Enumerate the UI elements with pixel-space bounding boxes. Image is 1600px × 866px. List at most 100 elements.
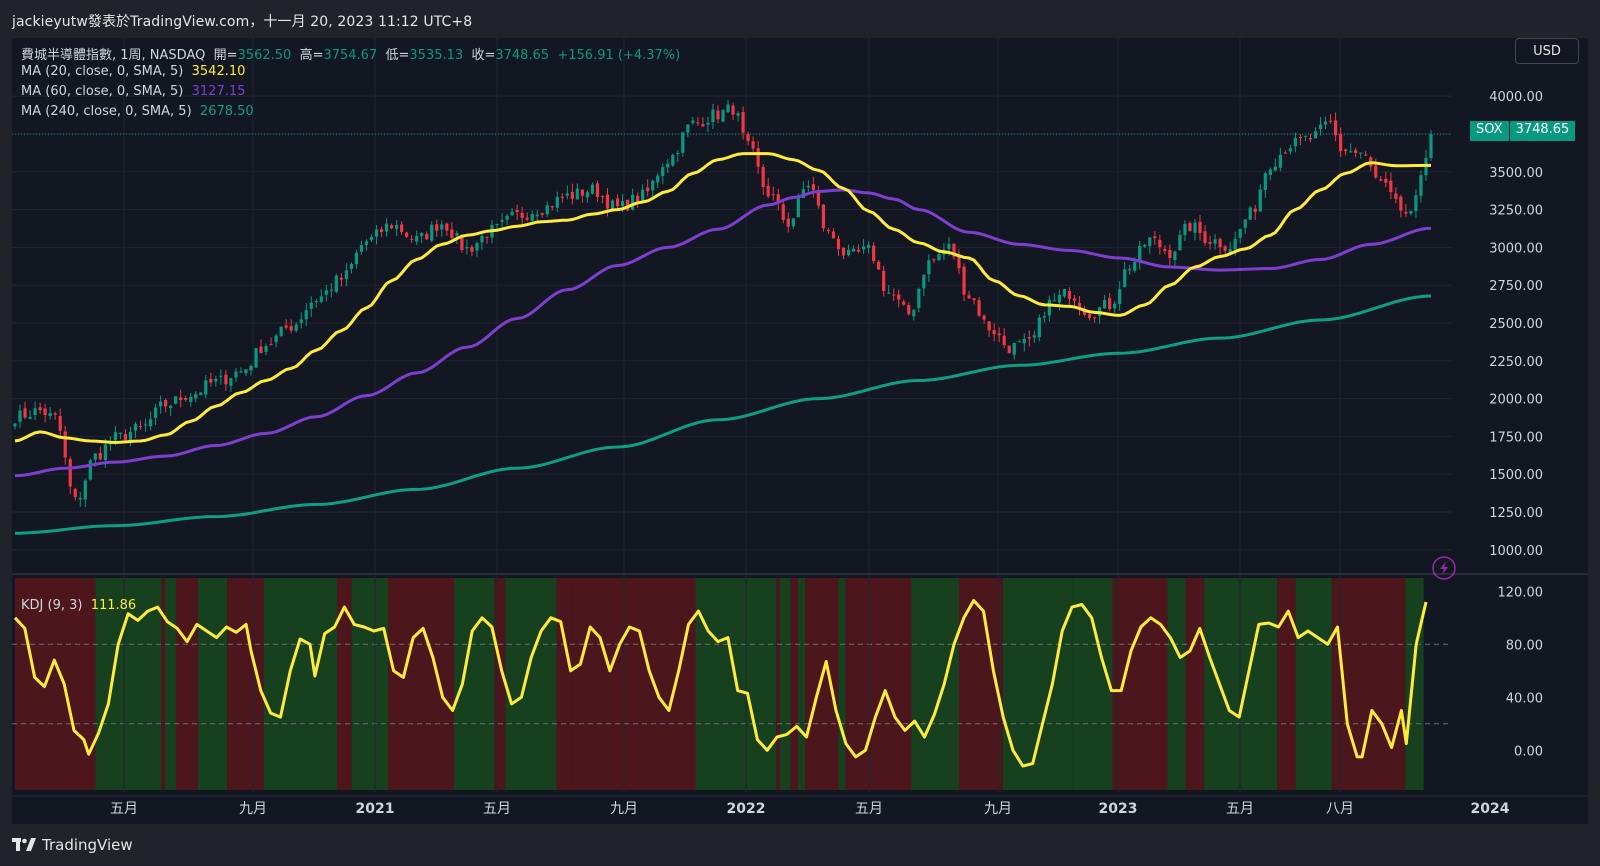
candle-body bbox=[932, 259, 936, 261]
candle-body bbox=[450, 229, 454, 238]
candle-body bbox=[962, 266, 966, 295]
kdj-region bbox=[1405, 578, 1424, 790]
kdj-region bbox=[1204, 578, 1278, 790]
candle-body bbox=[545, 205, 549, 215]
candle-body bbox=[98, 452, 102, 460]
candle-body bbox=[1193, 222, 1197, 233]
candle-body bbox=[1178, 234, 1182, 251]
candle-body bbox=[1288, 148, 1293, 152]
kdj-region bbox=[1277, 578, 1296, 790]
candle-body bbox=[882, 270, 886, 292]
candle-body bbox=[1022, 338, 1026, 344]
legend-kdj[interactable]: KDJ (9, 3) 111.86 bbox=[21, 598, 136, 613]
kdj-region bbox=[165, 578, 176, 790]
legend-high: 3754.67 bbox=[323, 48, 378, 63]
time-tick-label: 九月 bbox=[610, 801, 638, 817]
candle-body bbox=[1389, 180, 1393, 193]
candle-body bbox=[1062, 288, 1067, 297]
kdj-tick-label: 0.00 bbox=[1514, 744, 1543, 759]
candle-body bbox=[625, 199, 630, 211]
candle-body bbox=[907, 305, 911, 315]
candle-body bbox=[565, 193, 569, 196]
ma20-label: MA (20, close, 0, SMA, 5) bbox=[21, 64, 184, 79]
legend-ma240[interactable]: MA (240, close, 0, SMA, 5) 2678.50 bbox=[21, 104, 254, 119]
candle-body bbox=[691, 120, 695, 123]
candle-body bbox=[791, 218, 795, 227]
candle-body bbox=[505, 215, 509, 220]
candle-body bbox=[826, 230, 831, 232]
kdj-indicator bbox=[13, 599, 1428, 768]
price-tick-label: 3000.00 bbox=[1489, 241, 1543, 256]
currency-button[interactable]: USD bbox=[1515, 38, 1579, 64]
candle-body bbox=[194, 393, 198, 399]
candle-body bbox=[159, 401, 163, 407]
candle-body bbox=[234, 371, 238, 378]
moving-averages bbox=[14, 152, 1432, 535]
candle-body bbox=[48, 412, 52, 417]
candle-body bbox=[189, 396, 193, 403]
legend-ohlc: 費城半導體指數, 1周, NASDAQ 開=3562.50 高=3754.67 … bbox=[21, 44, 680, 63]
candle-body bbox=[1409, 210, 1413, 214]
kdj-region bbox=[263, 578, 337, 790]
candle-body bbox=[846, 249, 851, 256]
candle-body bbox=[997, 333, 1001, 336]
candle-body bbox=[18, 410, 22, 422]
candle-body bbox=[1344, 149, 1348, 152]
candle-body bbox=[1092, 317, 1097, 319]
candle-body bbox=[1303, 135, 1308, 137]
candle-body bbox=[555, 196, 559, 208]
kdj-region bbox=[790, 578, 798, 790]
kdj-region bbox=[797, 578, 806, 790]
candle-body bbox=[706, 122, 710, 125]
candle-body bbox=[420, 232, 424, 237]
candle-body bbox=[912, 310, 916, 317]
candle-body bbox=[500, 220, 504, 222]
candle-body bbox=[400, 224, 404, 233]
candle-body bbox=[13, 423, 17, 427]
candle-body bbox=[696, 122, 700, 124]
legend-ma60[interactable]: MA (60, close, 0, SMA, 5) 3127.15 bbox=[21, 84, 245, 99]
candle-body bbox=[816, 192, 821, 206]
candle-body bbox=[570, 191, 574, 199]
candle-body bbox=[922, 275, 926, 289]
candle-body bbox=[856, 249, 861, 252]
kdj-region bbox=[1002, 578, 1073, 790]
candle-body bbox=[169, 405, 173, 408]
candle-body bbox=[73, 488, 77, 498]
candle-body bbox=[229, 378, 233, 386]
legend-close-label: 收= bbox=[471, 48, 496, 63]
candle-body bbox=[445, 223, 449, 231]
candle-body bbox=[153, 407, 158, 418]
candle-body bbox=[1223, 246, 1227, 251]
legend-open-label: 開= bbox=[213, 48, 238, 63]
lightning-icon bbox=[1432, 556, 1456, 580]
candle-body bbox=[1253, 208, 1257, 212]
candle-body bbox=[1012, 343, 1016, 355]
price-tick-label: 2750.00 bbox=[1489, 279, 1543, 294]
candle-body bbox=[58, 416, 62, 431]
candle-body bbox=[982, 315, 986, 320]
candle-body bbox=[314, 301, 318, 303]
candle-body bbox=[1203, 231, 1207, 243]
candle-body bbox=[681, 132, 685, 153]
candle-body bbox=[786, 218, 790, 227]
candle-body bbox=[425, 233, 429, 240]
time-tick-label: 九月 bbox=[239, 801, 267, 817]
brand-logo[interactable]: TradingView bbox=[12, 836, 133, 854]
kdj-region bbox=[388, 578, 455, 790]
ma60-line bbox=[14, 188, 1432, 478]
candle-body bbox=[1047, 299, 1051, 316]
candle-body bbox=[1143, 244, 1147, 247]
candle-body bbox=[78, 497, 82, 500]
candle-body bbox=[525, 217, 529, 220]
candle-body bbox=[53, 413, 57, 415]
candle-body bbox=[887, 292, 891, 294]
candle-body bbox=[1168, 249, 1172, 258]
bottom-bar: TradingView bbox=[0, 826, 1600, 866]
candle-body bbox=[354, 252, 359, 265]
candle-body bbox=[294, 324, 298, 331]
legend-ma20[interactable]: MA (20, close, 0, SMA, 5) 3542.10 bbox=[21, 64, 245, 79]
candle-body bbox=[259, 346, 263, 354]
candle-body bbox=[118, 432, 123, 435]
